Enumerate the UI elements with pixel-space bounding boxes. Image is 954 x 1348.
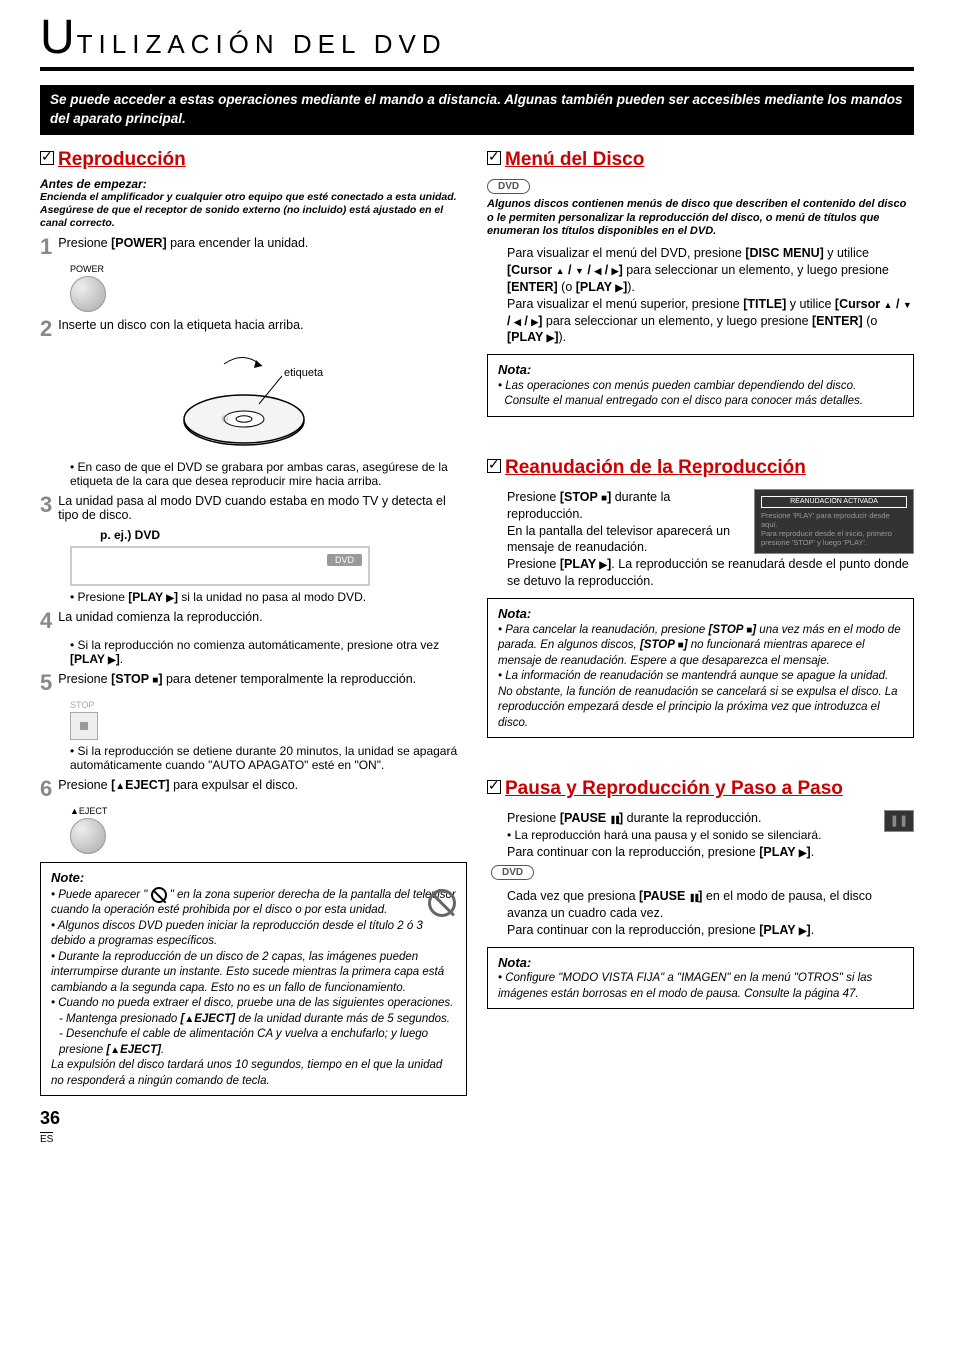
nota-title: Nota: <box>498 954 903 972</box>
page-number: 36 <box>40 1108 60 1129</box>
step-3-text: La unidad pasa al modo DVD cuando estaba… <box>58 494 446 522</box>
access-note-bar: Se puede acceder a estas operaciones med… <box>40 85 914 135</box>
pej-label: p. ej.) DVD <box>100 528 160 542</box>
pausa-title: Pausa y Reproducción y Paso a Paso <box>505 778 843 800</box>
prohibit-icon-large <box>428 889 456 917</box>
reproduccion-title: Reproducción <box>58 149 186 171</box>
reanudacion-note-box: Nota: • Para cancelar la reanudación, pr… <box>487 598 914 738</box>
osd-line1: Presione 'PLAY' para reproducir desde aq… <box>761 511 890 529</box>
prohibit-icon <box>151 887 167 903</box>
note-title: Note: <box>51 869 456 887</box>
page-footer: 36 ES <box>40 1108 914 1147</box>
pausa-body: ❚❚ Presione [PAUSE ] durante la reproduc… <box>507 810 914 861</box>
step-num: 1 <box>40 236 52 258</box>
step-3-bullet: • Presione [PLAY ] si la unidad no pasa … <box>70 590 467 604</box>
step-1: 1 Presione [POWER] para encender la unid… <box>40 236 467 258</box>
osd-title: REANUDACIÓN ACTIVADA <box>761 496 907 508</box>
step-2-bullet: • En caso de que el DVD se grabara por a… <box>70 460 467 488</box>
pausa-note-box: Nota: • Configure "MODO VISTA FIJA" a "I… <box>487 947 914 1010</box>
menu-intro: Algunos discos contienen menús de disco … <box>487 198 914 239</box>
power-button-graphic <box>70 276 106 312</box>
check-icon <box>487 151 501 165</box>
menu-body-1: Para visualizar el menú del DVD, presion… <box>507 245 914 346</box>
right-column: Menú del Disco DVD Algunos discos contie… <box>487 149 914 1105</box>
language-tag: ES <box>40 1132 53 1145</box>
reanudacion-title: Reanudación de la Reproducción <box>505 457 806 479</box>
dvd-tag: DVD <box>487 179 530 194</box>
nota-title: Nota: <box>498 361 903 379</box>
header-big-letter: U <box>40 10 77 65</box>
power-label: POWER <box>70 264 467 274</box>
check-icon <box>487 780 501 794</box>
page-header: U TILIZACIÓN DEL DVD <box>40 0 914 71</box>
step-5: 5 Presione [STOP ] para detener temporal… <box>40 672 467 694</box>
stop-button-graphic <box>70 712 98 740</box>
antes-body: Encienda el amplificador y cualquier otr… <box>40 191 467 230</box>
nota-title: Nota: <box>498 605 903 623</box>
step-3: 3 La unidad pasa al modo DVD cuando esta… <box>40 494 467 522</box>
check-icon <box>40 151 54 165</box>
antes-subhead: Antes de empezar: <box>40 177 467 191</box>
osd-resume-box: REANUDACIÓN ACTIVADA Presione 'PLAY' par… <box>754 489 914 554</box>
osd-line2: Para reproducir desde el inicio, primero… <box>761 529 892 547</box>
eject-label: ▲EJECT <box>70 806 467 816</box>
disc-illustration: © etiqueta <box>164 346 344 456</box>
svg-text:etiqueta: etiqueta <box>284 367 324 379</box>
step-4-bullet: • Si la reproducción no comienza automát… <box>70 638 467 666</box>
stop-label: STOP <box>70 700 467 710</box>
step-2-text: Inserte un disco con la etiqueta hacia a… <box>58 318 303 332</box>
step-num: 6 <box>40 778 52 800</box>
dvd-tag: DVD <box>491 865 534 880</box>
header-title: TILIZACIÓN DEL DVD <box>77 29 447 60</box>
step-num: 5 <box>40 672 52 694</box>
menu-note-box: Nota: • Las operaciones con menús pueden… <box>487 354 914 417</box>
step-num: 4 <box>40 610 52 632</box>
eject-button-graphic <box>70 818 106 854</box>
menu-del-disco-title: Menú del Disco <box>505 149 644 171</box>
step-2: 2 Inserte un disco con la etiqueta hacia… <box>40 318 467 340</box>
pausa-dvd-body: Cada vez que presiona [PAUSE ] en el mod… <box>507 888 914 939</box>
step-num: 2 <box>40 318 52 340</box>
screen-box: DVD <box>70 546 370 586</box>
step-num: 3 <box>40 494 52 516</box>
left-note-box: Note: • Puede aparecer " " en la zona su… <box>40 862 467 1096</box>
step-6: 6 Presione [EJECT] para expulsar el disc… <box>40 778 467 800</box>
step-4-text: La unidad comienza la reproducción. <box>58 610 262 624</box>
reanudacion-body: REANUDACIÓN ACTIVADA Presione 'PLAY' par… <box>507 489 914 590</box>
step-5-bullet: • Si la reproducción se detiene durante … <box>70 744 467 772</box>
osd-pause-box: ❚❚ <box>884 810 914 832</box>
left-column: Reproducción Antes de empezar: Encienda … <box>40 149 467 1105</box>
step-4: 4 La unidad comienza la reproducción. <box>40 610 467 632</box>
dvd-pill: DVD <box>327 554 362 566</box>
check-icon <box>487 459 501 473</box>
